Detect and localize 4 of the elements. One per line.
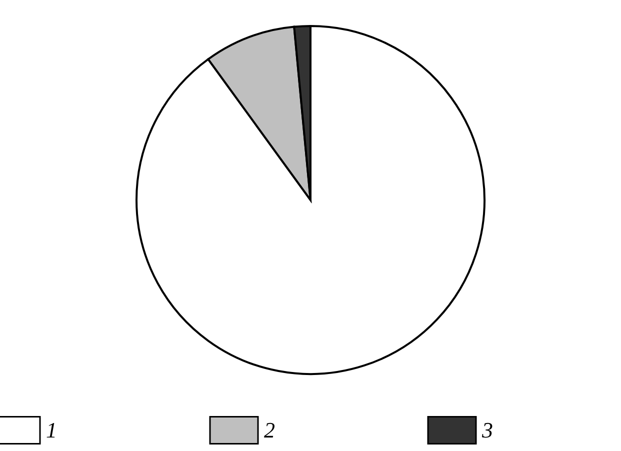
legend-label: 3 [481,417,493,442]
pie-slice [136,25,486,375]
legend-label: 2 [264,417,275,442]
legend-label: 1 [46,417,57,442]
